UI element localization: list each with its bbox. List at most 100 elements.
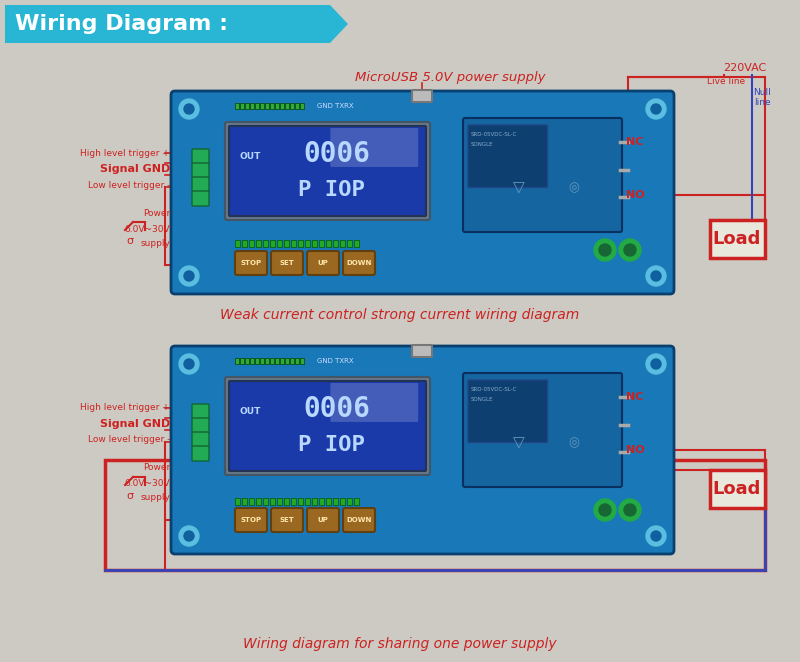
FancyBboxPatch shape [192, 163, 209, 178]
Bar [275, 103, 279, 109]
Circle shape [179, 99, 199, 119]
Bar [105, 460, 765, 570]
Bar [255, 103, 259, 109]
Text: Low level trigger -: Low level trigger - [88, 436, 170, 444]
Text: High level trigger +: High level trigger + [80, 148, 170, 158]
Circle shape [646, 266, 666, 286]
Circle shape [184, 531, 194, 541]
Bar [305, 498, 310, 505]
Bar [284, 240, 289, 247]
Text: Signal GND: Signal GND [100, 164, 170, 174]
Text: 6.0V~30V: 6.0V~30V [124, 479, 170, 487]
Text: MicroUSB 5.0V power supply: MicroUSB 5.0V power supply [354, 71, 546, 85]
Bar [235, 498, 240, 505]
FancyBboxPatch shape [307, 251, 339, 275]
Bar [710, 220, 765, 258]
Text: UP: UP [318, 517, 328, 523]
Text: High level trigger +: High level trigger + [80, 404, 170, 412]
FancyBboxPatch shape [192, 149, 209, 164]
Text: 220VAC: 220VAC [723, 63, 766, 73]
Bar [300, 358, 304, 364]
Bar [319, 240, 324, 247]
Bar [312, 498, 317, 505]
Circle shape [594, 239, 616, 261]
Text: P IOP: P IOP [298, 436, 365, 455]
Bar [270, 498, 275, 505]
Text: Signal GND: Signal GND [100, 419, 170, 429]
Bar [235, 240, 240, 247]
Circle shape [619, 499, 641, 521]
Text: Live line: Live line [707, 77, 745, 87]
Circle shape [599, 244, 611, 256]
Text: Wiring diagram for sharing one power supply: Wiring diagram for sharing one power sup… [243, 637, 557, 651]
Text: SET: SET [280, 260, 294, 266]
Text: SONGLE: SONGLE [471, 142, 494, 147]
Circle shape [619, 239, 641, 261]
Text: STOP: STOP [241, 260, 262, 266]
Circle shape [179, 266, 199, 286]
Text: ▽: ▽ [514, 436, 525, 451]
Bar [298, 240, 303, 247]
FancyBboxPatch shape [235, 508, 267, 532]
Bar [240, 358, 244, 364]
Bar [295, 358, 299, 364]
Bar [277, 498, 282, 505]
Circle shape [651, 359, 661, 369]
FancyBboxPatch shape [192, 404, 209, 419]
Bar [290, 358, 294, 364]
Text: Load: Load [713, 480, 761, 498]
Bar [242, 240, 247, 247]
Bar [249, 240, 254, 247]
Bar [284, 498, 289, 505]
Circle shape [651, 271, 661, 281]
FancyBboxPatch shape [192, 432, 209, 447]
Bar [277, 240, 282, 247]
Bar [260, 103, 264, 109]
Text: NO: NO [626, 190, 645, 200]
Text: SONGLE: SONGLE [471, 397, 494, 402]
Bar [275, 358, 279, 364]
Circle shape [184, 104, 194, 114]
Bar [250, 103, 254, 109]
Text: NC: NC [626, 392, 643, 402]
Text: SRD-05VDC-SL-C: SRD-05VDC-SL-C [471, 387, 518, 392]
Text: OUT: OUT [240, 152, 262, 161]
Circle shape [651, 104, 661, 114]
FancyBboxPatch shape [225, 377, 430, 475]
Circle shape [646, 526, 666, 546]
Text: Null
line: Null line [753, 88, 771, 107]
Bar [333, 498, 338, 505]
Circle shape [179, 354, 199, 374]
Text: STOP: STOP [241, 517, 262, 523]
FancyBboxPatch shape [271, 508, 303, 532]
Bar [263, 498, 268, 505]
Bar [354, 240, 359, 247]
Bar [326, 498, 331, 505]
Bar [340, 498, 345, 505]
FancyBboxPatch shape [192, 191, 209, 206]
Bar [326, 240, 331, 247]
Bar [305, 240, 310, 247]
FancyBboxPatch shape [468, 380, 547, 442]
Text: GND TXRX: GND TXRX [317, 103, 354, 109]
Text: Wiring Diagram :: Wiring Diagram : [15, 14, 228, 34]
Text: UP: UP [318, 260, 328, 266]
Bar [255, 358, 259, 364]
FancyBboxPatch shape [463, 373, 622, 487]
Bar [256, 240, 261, 247]
Bar [245, 103, 249, 109]
Text: GND TXRX: GND TXRX [317, 358, 354, 364]
Bar [295, 103, 299, 109]
FancyBboxPatch shape [463, 118, 622, 232]
FancyBboxPatch shape [343, 508, 375, 532]
FancyBboxPatch shape [192, 418, 209, 433]
Text: σ: σ [126, 236, 134, 246]
Text: P IOP: P IOP [298, 180, 365, 201]
Polygon shape [5, 5, 348, 43]
Circle shape [646, 99, 666, 119]
FancyBboxPatch shape [171, 91, 674, 294]
Circle shape [179, 526, 199, 546]
Bar [300, 103, 304, 109]
Bar [265, 103, 269, 109]
Text: ▽: ▽ [514, 181, 525, 196]
